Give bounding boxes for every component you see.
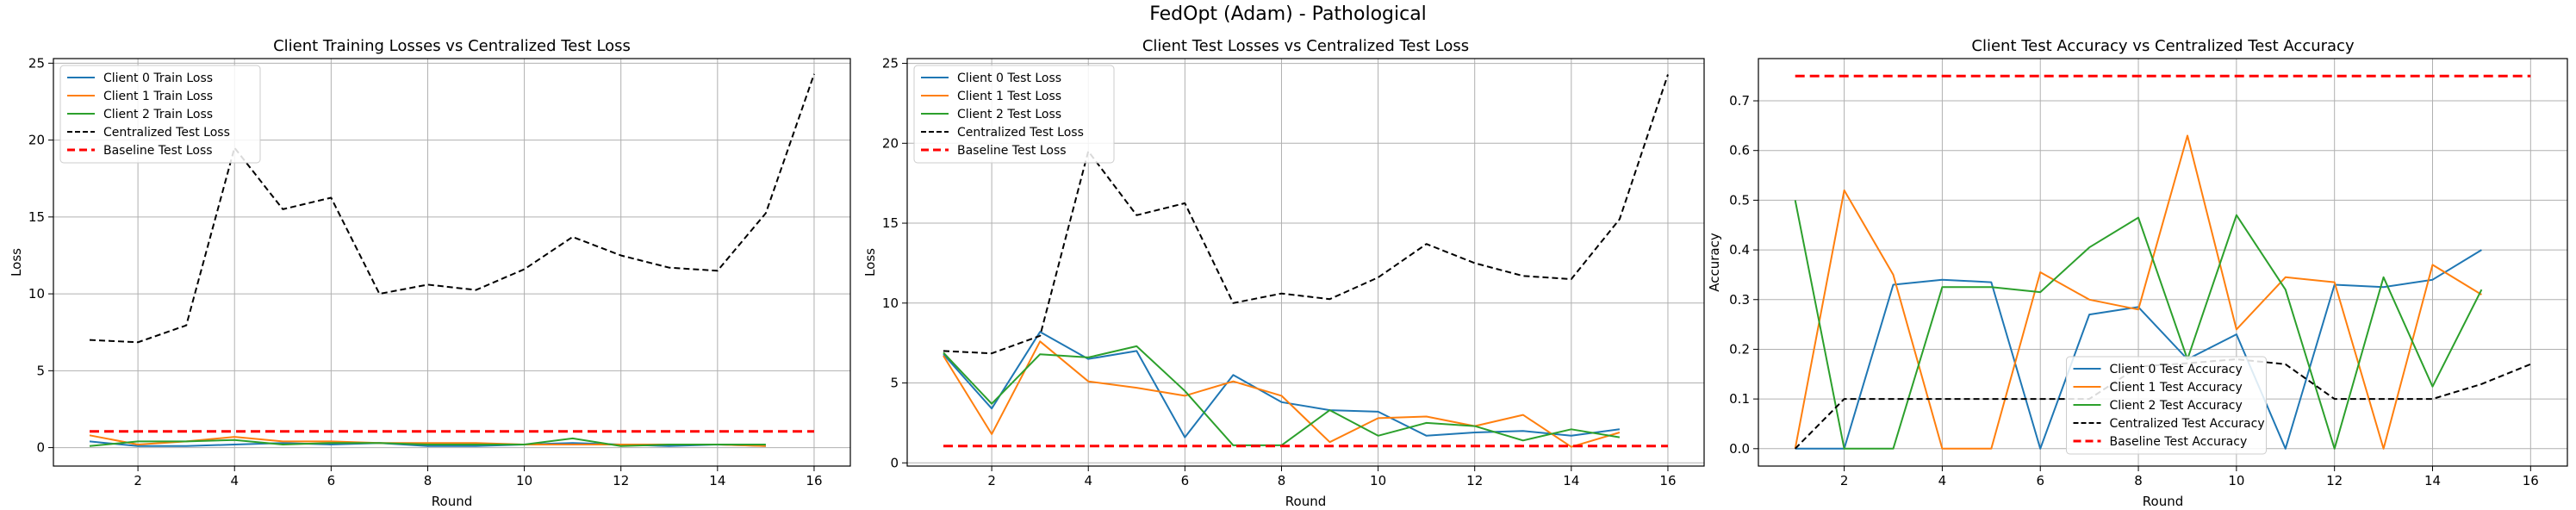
chart-title: Client Test Losses vs Centralized Test L… [1142, 37, 1469, 55]
y-tick-label: 0.1 [1729, 391, 1750, 407]
y-tick-label: 0.0 [1729, 441, 1750, 457]
legend-label: Client 0 Train Loss [103, 72, 213, 85]
y-tick-label: 0.5 [1729, 192, 1750, 208]
y-tick-label: 10 [882, 295, 899, 311]
x-tick-label: 4 [1938, 473, 1947, 488]
series-line-0-2 [89, 437, 766, 447]
x-tick-label: 8 [1278, 473, 1286, 488]
y-tick-label: 5 [36, 363, 45, 378]
legend-box [2066, 356, 2267, 455]
x-tick-label: 16 [2523, 473, 2539, 488]
series-line-1-3 [943, 74, 1669, 355]
legend-label: Client 1 Test Accuracy [2110, 381, 2243, 395]
y-tick-label: 0.3 [1729, 292, 1750, 308]
x-tick-label: 2 [987, 473, 996, 488]
x-tick-label: 14 [1563, 473, 1579, 488]
x-tick-label: 8 [2134, 473, 2143, 488]
legend-label: Baseline Test Loss [957, 144, 1067, 158]
series-line-1-0 [943, 331, 1621, 438]
x-tick-label: 12 [1466, 473, 1483, 488]
legend-box [59, 65, 261, 164]
y-tick-label: 20 [882, 135, 899, 151]
x-tick-label: 2 [1840, 473, 1849, 488]
y-tick-label: 15 [882, 215, 899, 231]
x-tick-label: 16 [806, 473, 822, 488]
chart-title: Client Test Accuracy vs Centralized Test… [1971, 37, 2355, 55]
x-tick-label: 12 [2326, 473, 2343, 488]
legend-label: Client 1 Train Loss [103, 90, 213, 103]
legend-label: Client 1 Test Loss [957, 90, 1061, 103]
x-axis-label: Round [432, 494, 472, 509]
x-tick-label: 10 [1370, 473, 1386, 488]
legend-label: Client 2 Test Loss [957, 108, 1061, 121]
axes-frame [53, 58, 851, 467]
legend-label: Client 0 Test Loss [957, 72, 1061, 85]
axes-frame [1758, 58, 2568, 467]
y-tick-label: 0.4 [1729, 242, 1750, 258]
axes-frame [906, 58, 1705, 467]
y-axis-label: Loss [9, 248, 24, 277]
x-tick-label: 10 [516, 473, 532, 488]
x-tick-label: 16 [1659, 473, 1676, 488]
y-tick-label: 0.7 [1729, 93, 1750, 109]
y-axis-label: Loss [862, 248, 878, 277]
x-tick-label: 4 [1084, 473, 1092, 488]
x-tick-label: 12 [613, 473, 629, 488]
y-axis-label: Accuracy [1707, 233, 1722, 292]
chart-title: Client Training Losses vs Centralized Te… [273, 37, 631, 55]
legend-box [913, 65, 1115, 164]
x-axis-label: Round [1285, 494, 1326, 509]
y-tick-label: 0.6 [1729, 143, 1750, 159]
x-axis-label: Round [2143, 494, 2183, 509]
legend-label: Client 0 Test Accuracy [2110, 363, 2243, 376]
legend-label: Client 2 Train Loss [103, 108, 213, 121]
legend-label: Client 2 Test Accuracy [2110, 399, 2243, 413]
x-tick-label: 10 [2228, 473, 2244, 488]
legend-label: Baseline Test Accuracy [2110, 435, 2248, 449]
legend-label: Centralized Test Loss [103, 126, 230, 140]
y-tick-label: 0 [36, 440, 45, 456]
x-tick-label: 4 [230, 473, 239, 488]
x-tick-label: 2 [134, 473, 142, 488]
x-tick-label: 14 [2424, 473, 2441, 488]
series-line-0-3 [89, 73, 815, 344]
y-tick-label: 0 [890, 455, 899, 470]
series-line-2-1 [1794, 134, 2482, 450]
y-tick-label: 0.2 [1729, 341, 1750, 357]
series-line-2-2 [1794, 200, 2483, 450]
y-tick-label: 25 [28, 55, 45, 71]
x-tick-label: 14 [709, 473, 725, 488]
y-tick-label: 10 [28, 286, 45, 302]
y-tick-label: 25 [882, 56, 899, 72]
y-tick-label: 5 [890, 376, 899, 391]
x-tick-label: 6 [1181, 473, 1190, 488]
y-tick-label: 15 [28, 209, 45, 225]
legend-label: Centralized Test Accuracy [2110, 417, 2265, 431]
x-tick-label: 6 [327, 473, 336, 488]
y-tick-label: 20 [28, 133, 45, 148]
x-tick-label: 8 [424, 473, 432, 488]
legend-label: Baseline Test Loss [103, 144, 213, 158]
figure-suptitle: FedOpt (Adam) - Pathological [1149, 3, 1427, 25]
legend-label: Centralized Test Loss [957, 126, 1084, 140]
x-tick-label: 6 [2036, 473, 2044, 488]
